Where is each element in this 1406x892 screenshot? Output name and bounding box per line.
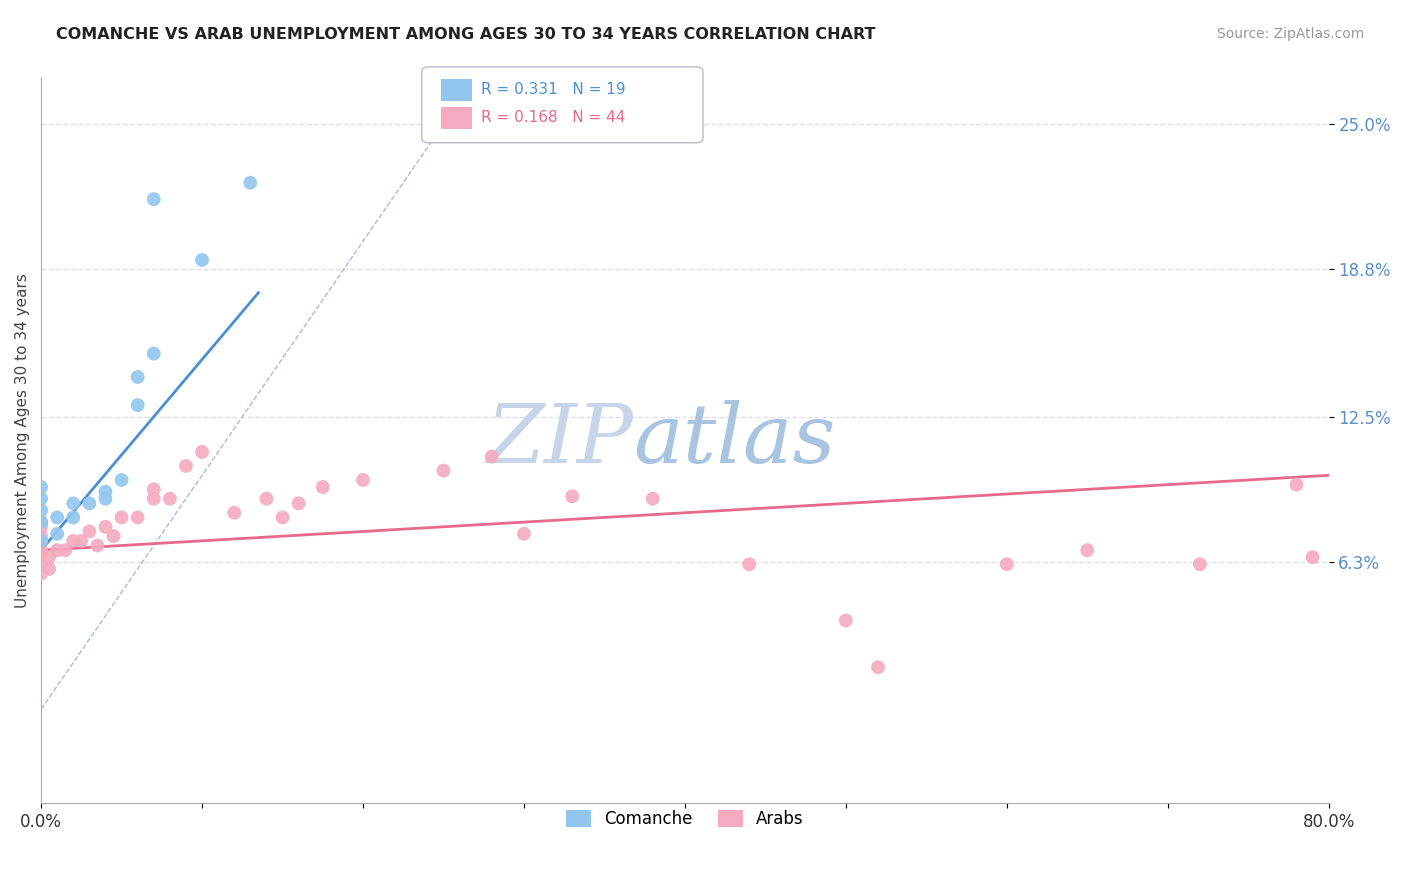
- Point: [835, 614, 858, 628]
- Point: [110, 510, 132, 524]
- Point: [641, 491, 664, 506]
- Point: [1285, 477, 1308, 491]
- Point: [30, 566, 52, 581]
- Point: [30, 558, 52, 572]
- Point: [30, 533, 52, 548]
- Point: [103, 529, 125, 543]
- Point: [866, 660, 889, 674]
- Point: [30, 543, 52, 558]
- Point: [127, 398, 149, 412]
- Point: [1302, 550, 1324, 565]
- Point: [94, 484, 117, 499]
- Text: R = 0.168   N = 44: R = 0.168 N = 44: [481, 111, 626, 126]
- Point: [110, 473, 132, 487]
- Point: [1188, 558, 1211, 572]
- Point: [46, 526, 69, 541]
- Point: [62, 496, 84, 510]
- Point: [271, 510, 294, 524]
- Point: [79, 524, 101, 539]
- Point: [38, 550, 60, 565]
- Point: [30, 491, 52, 506]
- Point: [38, 562, 60, 576]
- Point: [30, 503, 52, 517]
- Point: [142, 491, 165, 506]
- Point: [127, 370, 149, 384]
- Point: [352, 473, 374, 487]
- Point: [30, 480, 52, 494]
- Point: [86, 539, 108, 553]
- Point: [46, 510, 69, 524]
- Point: [142, 192, 165, 206]
- Point: [142, 483, 165, 497]
- Point: [94, 520, 117, 534]
- Point: [481, 450, 503, 464]
- Point: [174, 458, 197, 473]
- Point: [995, 558, 1018, 572]
- Point: [1076, 543, 1098, 558]
- Point: [191, 445, 214, 459]
- Point: [159, 491, 181, 506]
- Point: [30, 548, 52, 562]
- Point: [254, 491, 277, 506]
- Point: [30, 520, 52, 534]
- Point: [224, 506, 246, 520]
- Point: [287, 496, 309, 510]
- Text: COMANCHE VS ARAB UNEMPLOYMENT AMONG AGES 30 TO 34 YEARS CORRELATION CHART: COMANCHE VS ARAB UNEMPLOYMENT AMONG AGES…: [56, 27, 876, 42]
- Point: [30, 533, 52, 548]
- Legend: Comanche, Arabs: Comanche, Arabs: [560, 803, 810, 835]
- Text: ZIP: ZIP: [486, 401, 633, 480]
- Point: [561, 489, 583, 503]
- Point: [239, 176, 262, 190]
- Point: [312, 480, 335, 494]
- Point: [30, 515, 52, 529]
- Point: [30, 529, 52, 543]
- Y-axis label: Unemployment Among Ages 30 to 34 years: Unemployment Among Ages 30 to 34 years: [15, 273, 30, 607]
- Point: [738, 558, 761, 572]
- Text: Source: ZipAtlas.com: Source: ZipAtlas.com: [1216, 27, 1364, 41]
- Point: [513, 526, 536, 541]
- Text: R = 0.331   N = 19: R = 0.331 N = 19: [481, 82, 626, 97]
- Point: [94, 491, 117, 506]
- Point: [142, 346, 165, 360]
- Point: [62, 533, 84, 548]
- Point: [432, 464, 454, 478]
- Text: atlas: atlas: [633, 401, 835, 480]
- Point: [30, 515, 52, 529]
- Point: [191, 252, 214, 267]
- Point: [53, 543, 76, 558]
- Point: [127, 510, 149, 524]
- Point: [62, 510, 84, 524]
- Point: [79, 496, 101, 510]
- Point: [46, 543, 69, 558]
- Point: [70, 533, 93, 548]
